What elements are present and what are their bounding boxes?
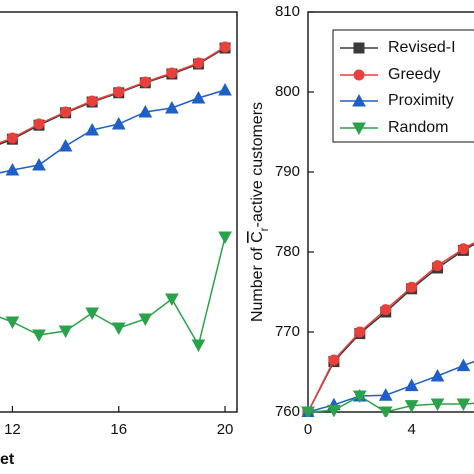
y-tick-label: 800 <box>275 83 300 100</box>
legend-label: Greedy <box>388 66 440 83</box>
marker <box>111 322 126 336</box>
legend-label: Proximity <box>388 92 454 109</box>
x-tick-label: 12 <box>4 421 21 438</box>
marker <box>138 313 153 327</box>
series-line <box>307 243 474 413</box>
y-tick-label: 790 <box>275 163 300 180</box>
marker <box>85 122 99 136</box>
marker <box>60 106 72 118</box>
y-tick-label: 770 <box>275 323 300 340</box>
marker <box>406 281 418 293</box>
marker <box>166 67 178 79</box>
series-line <box>0 89 226 174</box>
plot-area <box>301 242 474 417</box>
marker <box>352 390 367 404</box>
marker <box>58 325 73 339</box>
y-tick-label: 780 <box>275 243 300 260</box>
y-tick-label: 810 <box>275 3 300 20</box>
marker <box>218 231 232 245</box>
marker <box>378 388 393 401</box>
y-axis-label-part: r <box>257 227 271 231</box>
marker <box>5 162 20 176</box>
marker <box>113 86 125 98</box>
y-axis-label-part: Number of <box>249 243 266 322</box>
marker <box>456 358 471 372</box>
marker <box>138 104 153 118</box>
marker <box>86 95 98 107</box>
marker <box>328 354 340 366</box>
y-tick-label: 760 <box>275 403 300 420</box>
series-line <box>0 46 226 144</box>
marker <box>352 93 366 107</box>
marker <box>430 398 445 412</box>
marker <box>191 90 206 104</box>
y-axis-label-part: -active customers <box>249 102 266 227</box>
marker <box>111 116 126 130</box>
marker <box>6 132 18 144</box>
marker <box>353 42 365 54</box>
marker <box>33 118 45 130</box>
x-tick-label: 16 <box>110 421 127 438</box>
marker <box>219 41 231 53</box>
series-line <box>0 47 226 145</box>
plot-area <box>0 41 232 353</box>
marker <box>32 157 46 171</box>
series-line <box>0 236 226 347</box>
marker <box>380 304 392 316</box>
marker <box>192 57 204 69</box>
marker <box>432 260 444 272</box>
y-axis-label: Number of Cr-active customers <box>249 102 271 322</box>
marker <box>430 368 445 382</box>
marker <box>352 122 366 136</box>
legend-label: Random <box>388 119 448 136</box>
marker <box>218 82 232 96</box>
plot-frame <box>307 11 474 413</box>
marker <box>456 398 471 412</box>
marker <box>32 329 46 343</box>
series-line <box>307 242 474 413</box>
marker <box>191 339 206 353</box>
legend-label: Revised-I <box>388 39 456 56</box>
x-tick-label: 0 <box>304 421 312 438</box>
marker <box>165 293 179 307</box>
marker <box>378 406 393 417</box>
marker <box>5 316 20 330</box>
marker <box>165 100 179 114</box>
marker <box>139 76 151 88</box>
marker <box>353 69 365 81</box>
x-tick-label: 20 <box>217 421 234 438</box>
x-tick-label: 4 <box>407 421 415 438</box>
marker <box>404 378 419 392</box>
marker <box>404 400 419 413</box>
x-axis-label: et <box>0 451 15 468</box>
plot-frame <box>0 11 238 413</box>
marker <box>58 138 73 152</box>
marker <box>327 404 341 417</box>
marker <box>457 243 469 255</box>
marker <box>85 307 99 321</box>
y-axis-label-part: C <box>249 231 266 243</box>
marker <box>354 326 366 338</box>
marker <box>301 406 315 417</box>
